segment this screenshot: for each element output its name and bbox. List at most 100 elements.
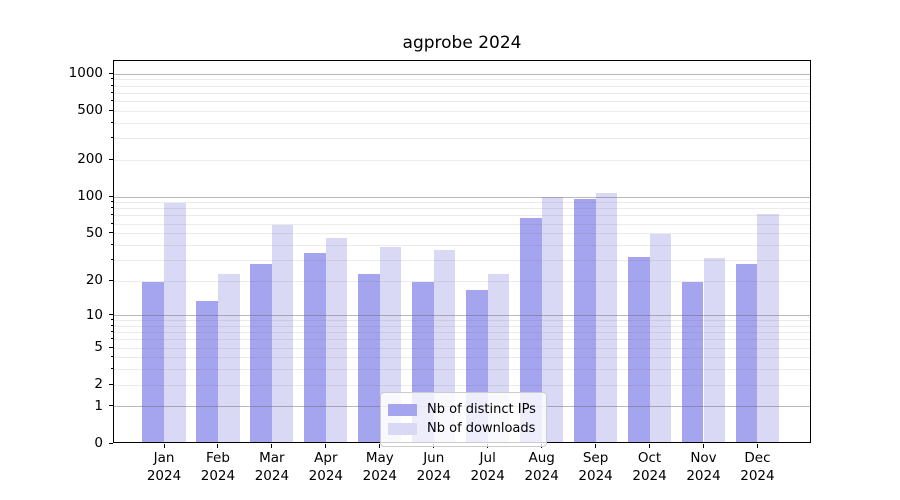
x-tick-mark (595, 444, 597, 448)
x-tick-label: Aug 2024 (514, 450, 570, 485)
y-minor-tick-mark (111, 84, 113, 86)
y-tick-mark (109, 72, 113, 74)
bar-ips-dec (735, 263, 758, 442)
bar-ips-nov (681, 281, 704, 442)
x-tick-label: Jul 2024 (460, 450, 516, 485)
y-tick-mark (109, 195, 113, 197)
x-tick-year: 2024 (254, 467, 290, 484)
y-minor-tick-mark (111, 214, 113, 216)
x-tick-label: Jan 2024 (136, 450, 192, 485)
plot-area (113, 60, 811, 443)
y-tick-mark (109, 346, 113, 348)
x-tick-year: 2024 (308, 467, 344, 484)
x-tick-year: 2024 (740, 467, 775, 484)
y-tick-mark (109, 405, 113, 407)
y-tick-label: 500 (77, 102, 103, 119)
y-tick-mark (109, 383, 113, 385)
bar-ips-jan (142, 281, 164, 442)
x-tick-mark (271, 444, 273, 448)
legend-item-distinct-ips: Nb of distinct IPs (388, 402, 536, 418)
y-minor-tick-mark (111, 331, 113, 333)
y-tick-label: 5 (94, 339, 103, 356)
y-minor-tick-mark (111, 222, 113, 224)
x-tick-year: 2024 (578, 467, 613, 484)
y-tick-mark (109, 109, 113, 111)
x-tick-year: 2024 (632, 467, 667, 484)
legend-item-downloads: Nb of downloads (388, 421, 536, 437)
x-tick-mark (703, 444, 704, 448)
x-tick-mark (325, 444, 327, 448)
bar-ips-sep (574, 199, 596, 442)
x-tick-year: 2024 (470, 467, 505, 484)
bar-downloads-nov (703, 258, 726, 442)
y-tick-mark (109, 158, 113, 160)
x-tick-mark (163, 444, 165, 448)
bar-ips-oct (627, 256, 650, 442)
legend: Nb of distinct IPs Nb of downloads (380, 392, 547, 447)
bar-downloads-apr (325, 238, 348, 442)
y-minor-tick-mark (111, 324, 113, 326)
x-tick-mark (217, 444, 219, 448)
y-minor-tick-mark (111, 121, 113, 123)
y-minor-tick-mark (111, 137, 113, 139)
y-tick-mark (109, 442, 113, 444)
x-tick-year: 2024 (686, 467, 721, 484)
x-tick-year: 2024 (362, 467, 397, 484)
bar-downloads-jan (164, 203, 186, 442)
y-minor-tick-mark (111, 319, 113, 321)
bar-ips-aug (520, 217, 542, 442)
chart-title: agprobe 2024 (402, 33, 522, 53)
y-tick-label: 100 (77, 188, 103, 205)
bar-downloads-feb (217, 274, 240, 442)
x-tick-label: Oct 2024 (622, 450, 678, 485)
y-tick-mark (109, 232, 113, 234)
x-tick-year: 2024 (200, 467, 236, 484)
legend-swatch-distinct-ips (388, 404, 417, 416)
y-minor-tick-mark (111, 78, 113, 80)
x-tick-label: Apr 2024 (298, 450, 354, 485)
bar-ips-mar (250, 263, 272, 442)
y-tick-label: 200 (77, 151, 103, 168)
y-tick-mark (109, 314, 113, 316)
y-minor-tick-mark (111, 91, 113, 93)
bar-downloads-dec (757, 213, 780, 442)
x-tick-label: Jun 2024 (406, 450, 462, 485)
y-tick-label: 1 (94, 397, 103, 414)
x-tick-label: Sep 2024 (568, 450, 624, 485)
x-tick-label: Nov 2024 (676, 450, 732, 485)
x-tick-mark (649, 444, 651, 448)
legend-label-distinct-ips: Nb of distinct IPs (427, 402, 536, 417)
x-tick-mark (379, 444, 381, 448)
x-tick-year: 2024 (524, 467, 559, 484)
y-tick-label: 2 (94, 376, 103, 393)
x-tick-mark (756, 444, 758, 448)
x-tick-label: Mar 2024 (244, 450, 300, 485)
y-tick-label: 0 (94, 435, 103, 451)
y-minor-tick-mark (111, 100, 113, 102)
y-minor-tick-mark (111, 201, 113, 203)
bar-ips-may (358, 274, 380, 442)
y-tick-label: 1000 (68, 65, 103, 82)
y-minor-tick-mark (111, 243, 113, 245)
bar-downloads-aug (541, 197, 564, 442)
y-minor-tick-mark (111, 368, 113, 370)
bar-ips-feb (196, 300, 218, 442)
y-tick-mark (109, 279, 113, 281)
y-minor-tick-mark (111, 207, 113, 209)
y-minor-tick-mark (111, 338, 113, 340)
legend-swatch-downloads (388, 423, 417, 435)
legend-label-downloads: Nb of downloads (427, 421, 536, 436)
bar-downloads-mar (271, 224, 294, 442)
x-tick-label: Feb 2024 (190, 450, 246, 485)
x-tick-label: Dec 2024 (729, 450, 785, 485)
bar-ips-apr (304, 253, 326, 442)
x-tick-year: 2024 (416, 467, 451, 484)
y-minor-tick-mark (111, 356, 113, 358)
y-minor-tick-mark (111, 258, 113, 260)
y-tick-label: 50 (85, 224, 103, 241)
bar-downloads-oct (649, 233, 672, 442)
bars-layer (114, 61, 810, 442)
x-tick-year: 2024 (146, 467, 182, 484)
x-tick-label: May 2024 (352, 450, 408, 485)
